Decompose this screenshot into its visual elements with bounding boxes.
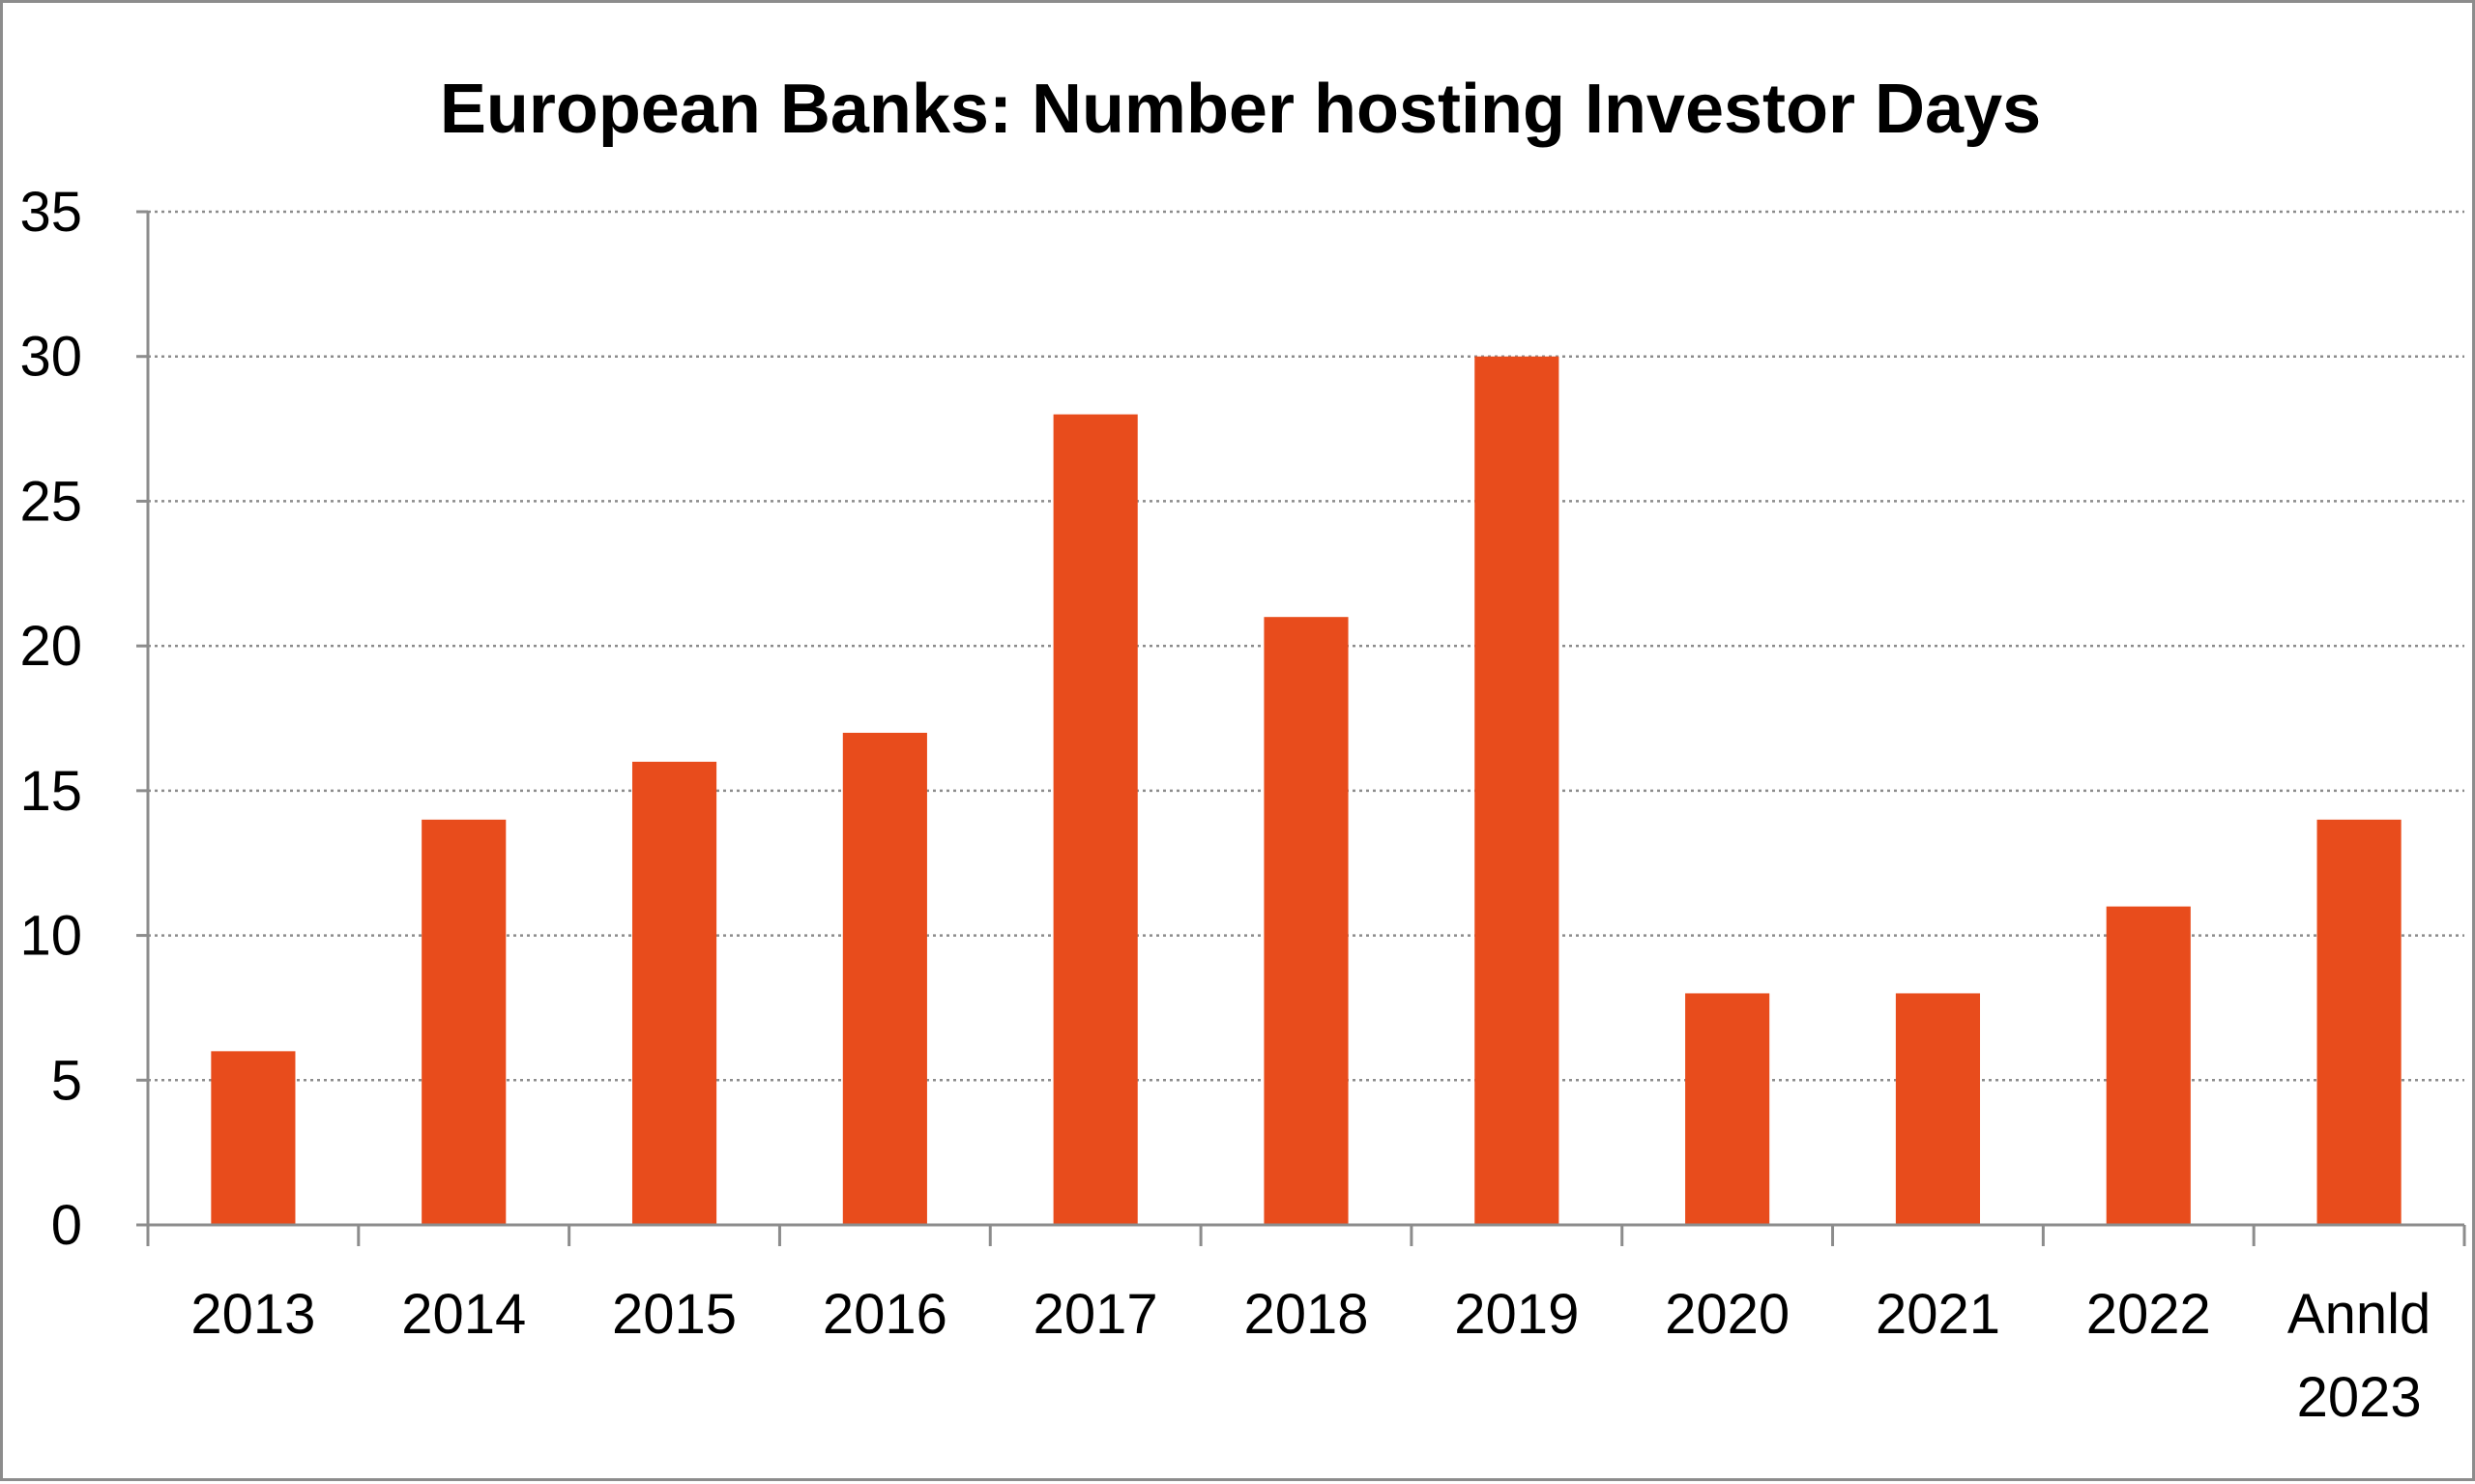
y-tick-labels: 0 5 10 15 20 25 30 35	[19, 181, 82, 1257]
x-tick-label: 2022	[2086, 1283, 2211, 1346]
bar-2019	[1474, 356, 1559, 1225]
y-tick-label: 10	[19, 905, 82, 968]
x-tick-label: 2017	[1034, 1283, 1158, 1346]
y-tick-label: 15	[19, 760, 82, 823]
y-tick-label: 5	[51, 1049, 82, 1112]
y-tick-label: 30	[19, 326, 82, 389]
x-tick-label: 2015	[612, 1283, 737, 1346]
chart-title: European Banks: Number hosting Investor …	[440, 71, 2041, 148]
y-tick-label: 25	[19, 470, 82, 533]
axes	[136, 210, 2466, 1246]
x-tick-label: 2013	[190, 1283, 315, 1346]
bar-2022	[2106, 906, 2191, 1225]
x-tick-label: 2014	[401, 1283, 526, 1346]
bar-2015	[631, 761, 717, 1225]
y-tick-label: 0	[51, 1194, 82, 1257]
bar-2018	[1264, 617, 1349, 1225]
bar-chart: European Banks: Number hosting Investor …	[19, 71, 2466, 1429]
x-tick-label: 2018	[1243, 1283, 1368, 1346]
bar-2017	[1053, 414, 1138, 1226]
bar-2013	[211, 1051, 296, 1225]
x-tick-label: 2019	[1454, 1283, 1579, 1346]
y-tick-label: 20	[19, 615, 82, 678]
x-tick-labels: 2013 2014 2015 2016 2017 2018 2019 2020 2021 2022…	[190, 1283, 2431, 1429]
bar-annld-2023	[2316, 819, 2402, 1225]
y-tick-label: 35	[19, 181, 82, 244]
bar-2021	[1895, 993, 1981, 1225]
x-tick-label: 2021	[1876, 1283, 2000, 1346]
x-tick-label: 2020	[1665, 1283, 1790, 1346]
bar-2020	[1685, 993, 1770, 1225]
bar-2016	[842, 732, 927, 1225]
x-tick-label: 2016	[823, 1283, 947, 1346]
bar-2014	[422, 819, 507, 1225]
x-tick-label: Annld 2023	[2287, 1283, 2431, 1429]
bars	[211, 356, 2402, 1226]
